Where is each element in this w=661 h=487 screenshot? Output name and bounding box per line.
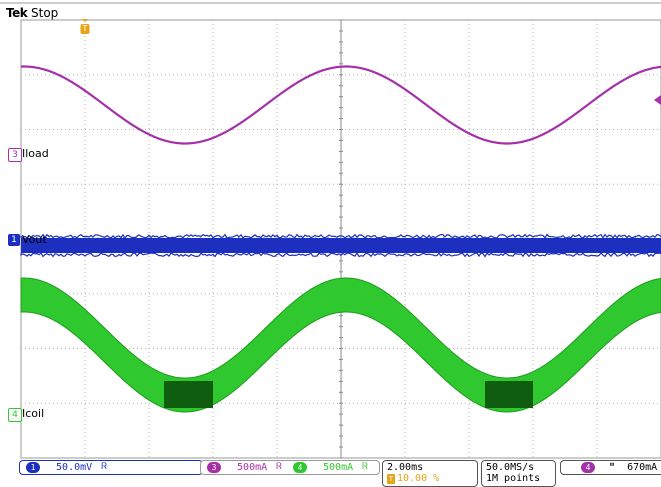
ch1-bandwidth-icon: Ꮢ — [101, 462, 107, 472]
icoil-band — [20, 277, 661, 413]
trigger-position-icon — [80, 19, 90, 34]
ch4-bandwidth-icon: Ꮢ — [362, 462, 368, 472]
ch4-badge: 4 — [292, 462, 307, 473]
ch4-scale: 500mA — [323, 462, 354, 473]
vout-waveform — [20, 233, 661, 258]
brand-logo: Tek — [6, 6, 28, 20]
trigger-level-arrow[interactable] — [654, 90, 661, 109]
ch3-badge: 3 — [207, 462, 221, 473]
timebase-readout[interactable]: 2.00ms T 10.00 % — [382, 460, 478, 487]
trigger-level: 670mA — [627, 462, 658, 473]
timebase-scale: 2.00ms — [387, 462, 424, 473]
trigger-level-icon — [654, 95, 661, 105]
record-length: 1M points — [486, 473, 541, 484]
graticule — [0, 2, 661, 459]
icoil-waveform — [20, 277, 661, 413]
ch1-ground-marker[interactable]: 1 — [8, 234, 20, 246]
ch3-scale: 500mA — [237, 462, 268, 473]
ch3-label: Iload — [22, 147, 49, 160]
icoil-flat-region — [485, 381, 533, 408]
ch1-badge: 1 — [26, 462, 40, 473]
ch4-ground-marker[interactable]: 4 — [8, 408, 22, 422]
ch4-label: Icoil — [22, 407, 45, 420]
acquisition-readout[interactable]: 50.0MS/s 1M points — [481, 460, 556, 487]
falling-edge-icon: ʺ — [609, 462, 616, 473]
ch3-ground-marker[interactable]: 3 — [8, 148, 22, 162]
trigger-source-badge: 4 — [581, 462, 595, 473]
sample-rate: 50.0MS/s — [486, 462, 535, 473]
ch1-marker-number: 1 — [11, 235, 17, 245]
trigger-pos-icon: T — [387, 474, 395, 484]
trigger-position-marker[interactable]: T — [80, 19, 90, 35]
status-bar: 1 50.0mV Ꮢ 3 500mA Ꮢ 4 500mA Ꮢ 2.00ms T … — [0, 458, 661, 487]
vout-noise-bottom — [20, 251, 661, 258]
trigger-position-label: T — [82, 24, 88, 33]
acquisition-run-status: Stop — [31, 6, 59, 20]
ch3-ch4-scale-readout[interactable]: 3 500mA Ꮢ 4 500mA Ꮢ — [200, 460, 380, 475]
icoil-flat-region — [164, 381, 213, 408]
ch1-label: Vout — [22, 233, 47, 246]
ch3-marker-number: 3 — [12, 150, 18, 160]
iload-trace — [20, 65, 661, 145]
vout-band — [21, 238, 661, 253]
vout-noise-top — [20, 233, 661, 239]
trigger-position-percent: 10.00 % — [397, 473, 440, 484]
ch1-scale: 50.0mV — [56, 462, 93, 473]
ch3-bandwidth-icon: Ꮢ — [276, 462, 282, 472]
ch4-marker-number: 4 — [12, 410, 18, 420]
iload-waveform — [20, 65, 661, 145]
ch1-scale-readout[interactable]: 1 50.0mV Ꮢ — [19, 460, 203, 475]
trigger-readout[interactable]: 4 ʺ 670mA — [560, 460, 661, 475]
